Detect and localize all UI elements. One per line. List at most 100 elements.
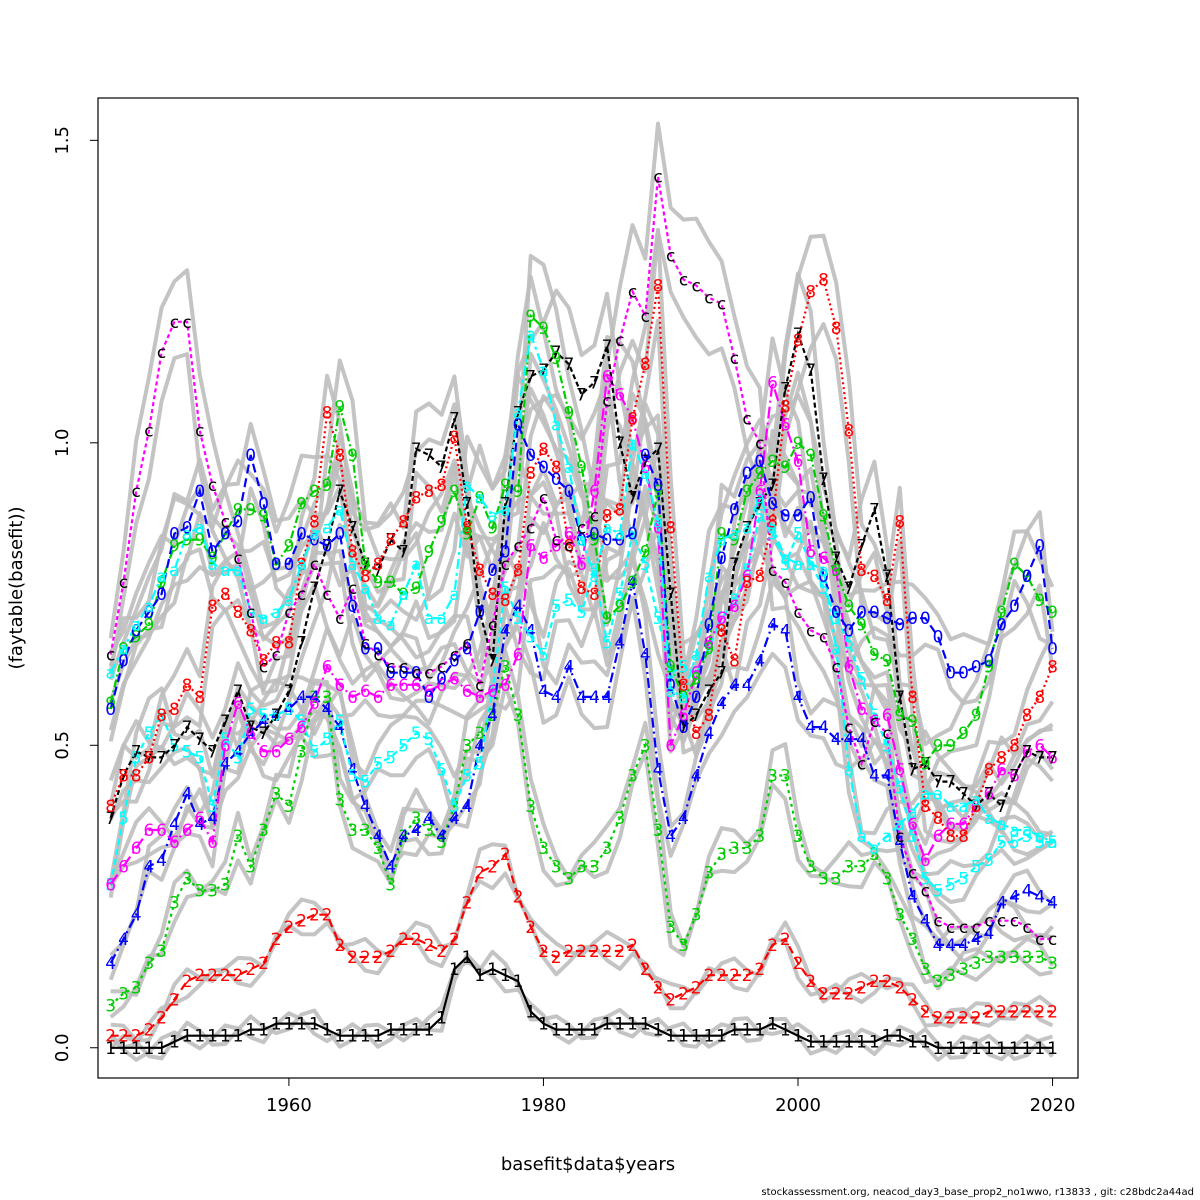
series-point-label: 8 — [347, 543, 358, 563]
series-point-label: c — [501, 555, 510, 575]
series-point-label: 7 — [245, 718, 256, 738]
series-point-label: 2 — [118, 1027, 129, 1047]
series-point-label: 4 — [640, 646, 651, 666]
series-point-label: 4 — [233, 742, 244, 762]
series-point-label: 0 — [589, 525, 600, 545]
series-point-label: 1 — [971, 1039, 982, 1059]
series-point-label: 4 — [716, 694, 727, 714]
series-point-label: a — [195, 519, 205, 539]
series-point-label: 0 — [869, 603, 880, 623]
series-point-label: c — [284, 603, 293, 623]
series-point-label: a — [971, 791, 981, 811]
series-point-label: 7 — [258, 724, 269, 744]
series-point-label: 7 — [538, 361, 549, 381]
series-point-label: 8 — [538, 440, 549, 460]
series-line-3 — [109, 662, 1053, 1007]
series-point-label: 0 — [385, 664, 396, 684]
series-point-label: 4 — [551, 688, 562, 708]
series-point-label: 1 — [462, 948, 473, 968]
series-point-label: 9 — [500, 476, 511, 496]
series-point-label: 9 — [589, 531, 600, 551]
series-point-label: 2 — [691, 978, 702, 998]
series-point-label: a — [729, 525, 739, 545]
series-point-label: 4 — [614, 633, 625, 653]
series-point-label: 7 — [347, 519, 358, 539]
series-point-label: 8 — [627, 410, 638, 430]
series-point-label: 3 — [347, 821, 358, 841]
series-point-label: 6 — [194, 809, 205, 829]
series-point-label: 3 — [296, 742, 307, 762]
series-point-label: 7 — [729, 555, 740, 575]
series-point-label: 9 — [462, 525, 473, 545]
series-point-label: 5 — [831, 609, 842, 629]
series-point-label: 6 — [805, 543, 816, 563]
series-point-label: 4 — [131, 906, 142, 926]
series-point-label: 1 — [1034, 1039, 1045, 1059]
series-point-label: 5 — [322, 730, 333, 750]
series-point-label: 1 — [245, 1021, 256, 1041]
series-point-label: 2 — [334, 936, 345, 956]
series-point-label: 0 — [411, 664, 422, 684]
series-point-label: 3 — [538, 839, 549, 859]
series-point-label: 9 — [1047, 603, 1058, 623]
series-point-label: 5 — [131, 748, 142, 768]
series-point-label: 2 — [856, 978, 867, 998]
series-point-label: a — [131, 615, 141, 635]
series-point-label: c — [844, 718, 853, 738]
series-point-label: 3 — [156, 942, 167, 962]
series-point-label: 8 — [742, 573, 753, 593]
series-point-label: 7 — [856, 537, 867, 557]
series-point-label: 0 — [258, 494, 269, 514]
series-point-label: 4 — [373, 827, 384, 847]
series-point-label: 3 — [843, 857, 854, 877]
series-point-label: 4 — [691, 767, 702, 787]
series-point-label: 7 — [385, 531, 396, 551]
series-point-label: 0 — [576, 531, 587, 551]
series-point-label: 8 — [754, 567, 765, 587]
series-point-label: 7 — [118, 767, 129, 787]
series-point-label: 1 — [754, 1021, 765, 1041]
series-point-label: 2 — [233, 966, 244, 986]
series-point-label: 8 — [233, 603, 244, 623]
series-point-label: 2 — [576, 942, 587, 962]
x-tick-label: 2020 — [1030, 1095, 1076, 1116]
series-point-label: 1 — [1022, 1039, 1033, 1059]
series-point-label: 4 — [996, 894, 1007, 914]
series-point-label: a — [424, 609, 434, 629]
series-point-label: 0 — [551, 470, 562, 490]
series-point-label: 9 — [118, 640, 129, 660]
series-point-label: 6 — [1034, 736, 1045, 756]
series-point-label: 1 — [869, 1033, 880, 1053]
series-point-label: 3 — [640, 736, 651, 756]
series-point-label: 4 — [767, 615, 778, 635]
series-point-label: 6 — [831, 561, 842, 581]
series-point-label: 9 — [563, 404, 574, 424]
series-point-label: 4 — [309, 688, 320, 708]
series-point-label: 2 — [436, 942, 447, 962]
series-point-label: c — [157, 343, 166, 363]
series-point-label: 3 — [525, 797, 536, 817]
series-point-label: 5 — [296, 712, 307, 732]
series-point-label: 0 — [283, 555, 294, 575]
series-point-label: 1 — [703, 1027, 714, 1047]
series-point-label: 7 — [105, 809, 116, 829]
series-point-label: a — [1022, 821, 1032, 841]
series-point-label: 5 — [436, 761, 447, 781]
series-line-9 — [109, 313, 1054, 766]
series-point-label: 8 — [843, 422, 854, 442]
series-point-label: 3 — [143, 954, 154, 974]
series-line-a — [109, 333, 1053, 850]
series-point-label: a — [907, 803, 917, 823]
series-point-label: 3 — [1047, 954, 1058, 974]
series-point-label: 8 — [818, 271, 829, 291]
series-point-label: c — [832, 658, 841, 678]
series-point-label: a — [665, 682, 675, 702]
series-point-label: 2 — [258, 954, 269, 974]
series-point-label: 8 — [640, 355, 651, 375]
series-point-label: 0 — [691, 688, 702, 708]
series-point-label: 1 — [513, 972, 524, 992]
series-point-label: c — [144, 422, 153, 442]
series-point-label: 7 — [843, 579, 854, 599]
series-point-label: 0 — [907, 609, 918, 629]
